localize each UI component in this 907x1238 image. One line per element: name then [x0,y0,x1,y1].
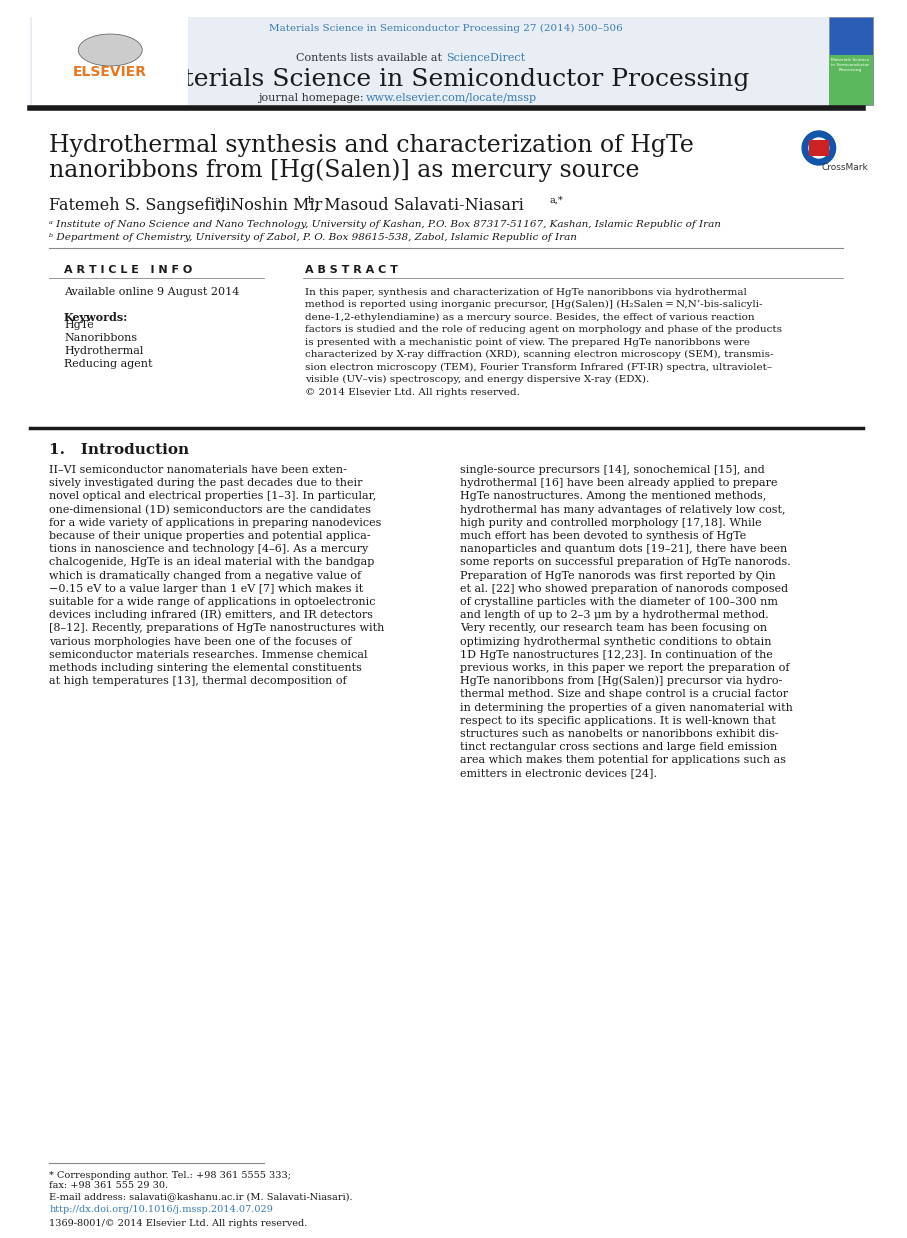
Text: much effort has been devoted to synthesis of HgTe: much effort has been devoted to synthesi… [460,531,746,541]
Text: , Masoud Salavati-Niasari: , Masoud Salavati-Niasari [314,197,524,213]
Text: chalcogenide, HgTe is an ideal material with the bandgap: chalcogenide, HgTe is an ideal material … [49,557,375,567]
Text: * Corresponding author. Tel.: +98 361 5555 333;: * Corresponding author. Tel.: +98 361 55… [49,1170,291,1180]
Text: previous works, in this paper we report the preparation of: previous works, in this paper we report … [460,664,789,673]
Text: nanoribbons from [Hg(Salen)] as mercury source: nanoribbons from [Hg(Salen)] as mercury … [49,158,639,182]
Text: suitable for a wide range of applications in optoelectronic: suitable for a wide range of application… [49,597,375,607]
Text: sion electron microscopy (TEM), Fourier Transform Infrared (FT-IR) spectra, ultr: sion electron microscopy (TEM), Fourier … [305,363,772,371]
Text: Hydrothermal: Hydrothermal [64,345,143,357]
Text: Contents lists available at: Contents lists available at [297,53,446,63]
Text: Materials Science in Semiconductor Processing: Materials Science in Semiconductor Proce… [142,68,749,90]
Text: structures such as nanobelts or nanoribbons exhibit dis-: structures such as nanobelts or nanoribb… [460,729,778,739]
Text: HgTe nanostructures. Among the mentioned methods,: HgTe nanostructures. Among the mentioned… [460,491,766,501]
Text: [8–12]. Recently, preparations of HgTe nanostructures with: [8–12]. Recently, preparations of HgTe n… [49,624,385,634]
Text: novel optical and electrical properties [1–3]. In particular,: novel optical and electrical properties … [49,491,376,501]
Text: and length of up to 2–3 μm by a hydrothermal method.: and length of up to 2–3 μm by a hydrothe… [460,610,768,620]
Text: sively investigated during the past decades due to their: sively investigated during the past deca… [49,478,363,488]
Text: hydrothermal [16] have been already applied to prepare: hydrothermal [16] have been already appl… [460,478,777,488]
Text: respect to its specific applications. It is well-known that: respect to its specific applications. It… [460,716,775,725]
Text: for a wide variety of applications in preparing nanodevices: for a wide variety of applications in pr… [49,517,382,527]
Text: Very recently, our research team has been focusing on: Very recently, our research team has bee… [460,624,766,634]
Text: , Noshin Mir: , Noshin Mir [220,197,323,213]
Text: of crystalline particles with the diameter of 100–300 nm: of crystalline particles with the diamet… [460,597,777,607]
Text: Nanoribbons: Nanoribbons [64,333,137,343]
Text: characterized by X-ray diffraction (XRD), scanning electron microscopy (SEM), tr: characterized by X-ray diffraction (XRD)… [305,350,774,359]
Text: Hydrothermal synthesis and characterization of HgTe: Hydrothermal synthesis and characterizat… [49,134,694,156]
FancyBboxPatch shape [829,54,873,105]
Text: a,*: a,* [549,196,563,204]
Text: b: b [308,196,315,204]
Text: some reports on successful preparation of HgTe nanorods.: some reports on successful preparation o… [460,557,790,567]
Text: journal homepage:: journal homepage: [258,93,364,103]
Text: ELSEVIER: ELSEVIER [73,66,147,79]
Text: 1369-8001/© 2014 Elsevier Ltd. All rights reserved.: 1369-8001/© 2014 Elsevier Ltd. All right… [49,1218,307,1228]
Text: dene-1,2-ethylendiamine) as a mercury source. Besides, the effect of various rea: dene-1,2-ethylendiamine) as a mercury so… [305,312,755,322]
Text: http://dx.doi.org/10.1016/j.mssp.2014.07.029: http://dx.doi.org/10.1016/j.mssp.2014.07… [49,1206,273,1214]
FancyBboxPatch shape [30,17,863,105]
Text: semiconductor materials researches. Immense chemical: semiconductor materials researches. Imme… [49,650,367,660]
Text: −0.15 eV to a value larger than 1 eV [7] which makes it: −0.15 eV to a value larger than 1 eV [7]… [49,584,364,594]
Text: A R T I C L E   I N F O: A R T I C L E I N F O [64,265,192,275]
Text: II–VI semiconductor nanomaterials have been exten-: II–VI semiconductor nanomaterials have b… [49,465,347,475]
FancyBboxPatch shape [829,17,873,105]
Text: © 2014 Elsevier Ltd. All rights reserved.: © 2014 Elsevier Ltd. All rights reserved… [305,387,520,396]
FancyBboxPatch shape [809,140,829,156]
Text: various morphologies have been one of the focuses of: various morphologies have been one of th… [49,636,352,646]
Text: Fatemeh S. Sangsefidi: Fatemeh S. Sangsefidi [49,197,231,213]
Text: nanoparticles and quantum dots [19–21], there have been: nanoparticles and quantum dots [19–21], … [460,545,787,555]
Text: HgTe nanoribbons from [Hg(Salen)] precursor via hydro-: HgTe nanoribbons from [Hg(Salen)] precur… [460,676,782,687]
Text: ᵃ Institute of Nano Science and Nano Technology, University of Kashan, P.O. Box : ᵃ Institute of Nano Science and Nano Tec… [49,219,721,229]
Text: 1.   Introduction: 1. Introduction [49,443,190,457]
Text: devices including infrared (IR) emitters, and IR detectors: devices including infrared (IR) emitters… [49,610,373,620]
Text: in determining the properties of a given nanomaterial with: in determining the properties of a given… [460,703,793,713]
Text: a: a [215,196,220,204]
Text: www.elsevier.com/locate/mssp: www.elsevier.com/locate/mssp [366,93,537,103]
Text: one-dimensional (1D) semiconductors are the candidates: one-dimensional (1D) semiconductors are … [49,504,371,515]
Text: single-source precursors [14], sonochemical [15], and: single-source precursors [14], sonochemi… [460,465,765,475]
Ellipse shape [78,33,142,66]
Text: method is reported using inorganic precursor, [Hg(Salen)] (H₂Salen = N,N’-bis-sa: method is reported using inorganic precu… [305,300,763,310]
Text: Materials Science in Semiconductor Processing 27 (2014) 500–506: Materials Science in Semiconductor Proce… [269,24,623,32]
Text: visible (UV–vis) spectroscopy, and energy dispersive X-ray (EDX).: visible (UV–vis) spectroscopy, and energ… [305,375,649,384]
Text: Materials Science
in Semiconductor
Processing: Materials Science in Semiconductor Proce… [831,58,870,72]
Text: HgTe: HgTe [64,319,93,331]
FancyBboxPatch shape [33,17,188,105]
Text: hydrothermal has many advantages of relatively low cost,: hydrothermal has many advantages of rela… [460,505,785,515]
Circle shape [809,137,829,158]
Text: Reducing agent: Reducing agent [64,359,152,369]
Text: A B S T R A C T: A B S T R A C T [305,265,398,275]
Text: thermal method. Size and shape control is a crucial factor: thermal method. Size and shape control i… [460,690,788,699]
Text: at high temperatures [13], thermal decomposition of: at high temperatures [13], thermal decom… [49,676,346,686]
Circle shape [802,131,835,165]
Text: Preparation of HgTe nanorods was first reported by Qin: Preparation of HgTe nanorods was first r… [460,571,775,581]
Text: 1D HgTe nanostructures [12,23]. In continuation of the: 1D HgTe nanostructures [12,23]. In conti… [460,650,773,660]
Text: tions in nanoscience and technology [4–6]. As a mercury: tions in nanoscience and technology [4–6… [49,545,368,555]
Text: tinct rectangular cross sections and large field emission: tinct rectangular cross sections and lar… [460,743,777,753]
Text: because of their unique properties and potential applica-: because of their unique properties and p… [49,531,371,541]
Text: is presented with a mechanistic point of view. The prepared HgTe nanoribbons wer: is presented with a mechanistic point of… [305,338,750,347]
Text: high purity and controlled morphology [17,18]. While: high purity and controlled morphology [1… [460,517,761,527]
Text: et al. [22] who showed preparation of nanorods composed: et al. [22] who showed preparation of na… [460,584,788,594]
Text: optimizing hydrothermal synthetic conditions to obtain: optimizing hydrothermal synthetic condit… [460,636,771,646]
Text: which is dramatically changed from a negative value of: which is dramatically changed from a neg… [49,571,361,581]
Text: ScienceDirect: ScienceDirect [446,53,525,63]
Text: ᵇ Department of Chemistry, University of Zabol, P. O. Box 98615-538, Zabol, Isla: ᵇ Department of Chemistry, University of… [49,233,577,241]
Text: area which makes them potential for applications such as: area which makes them potential for appl… [460,755,785,765]
Text: emitters in electronic devices [24].: emitters in electronic devices [24]. [460,769,657,779]
Text: CrossMark: CrossMark [821,162,868,172]
Text: fax: +98 361 555 29 30.: fax: +98 361 555 29 30. [49,1181,169,1191]
Text: In this paper, synthesis and characterization of HgTe nanoribbons via hydrotherm: In this paper, synthesis and characteriz… [305,287,747,296]
Text: factors is studied and the role of reducing agent on morphology and phase of the: factors is studied and the role of reduc… [305,326,782,334]
Text: Available online 9 August 2014: Available online 9 August 2014 [64,287,239,297]
Text: methods including sintering the elemental constituents: methods including sintering the elementa… [49,664,362,673]
Text: Keywords:: Keywords: [64,312,128,323]
Text: E-mail address: salavati@kashanu.ac.ir (M. Salavati-Niasari).: E-mail address: salavati@kashanu.ac.ir (… [49,1192,353,1202]
